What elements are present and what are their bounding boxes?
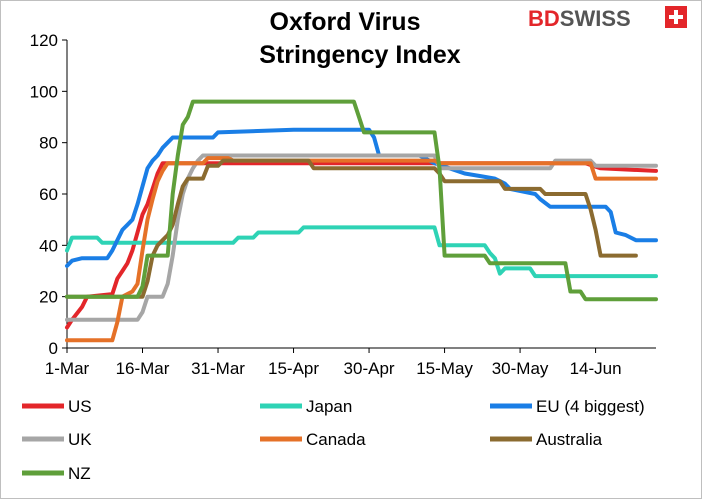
x-tick-label: 15-May [416, 359, 473, 378]
series-line-australia [65, 158, 638, 299]
brand-logo: BDSWISS [528, 6, 687, 31]
series-line-japan [65, 225, 658, 279]
y-tick-label: 120 [30, 31, 58, 50]
axes: 0 20 40 60 80 100 120 1-Mar 16-Mar 31-Mar 15-Apr 30… [30, 31, 656, 378]
series-layer [65, 99, 658, 343]
x-tick-label: 30-May [492, 359, 549, 378]
legend-item-australia: Australia [490, 430, 603, 449]
legend-item-japan: Japan [260, 397, 352, 416]
legend-label: EU (4 biggest) [536, 397, 645, 416]
x-tick-label: 31-Mar [191, 359, 245, 378]
legend-label: NZ [68, 464, 91, 483]
legend-item-nz: NZ [22, 464, 91, 483]
y-tick-label: 80 [39, 134, 58, 153]
x-tick-label: 14-Jun [570, 359, 622, 378]
swiss-cross-icon [665, 6, 687, 28]
y-tick-label: 40 [39, 236, 58, 255]
x-tick-label: 15-Apr [268, 359, 319, 378]
y-tick-label: 100 [30, 82, 58, 101]
legend-item-canada: Canada [260, 430, 366, 449]
legend-label: Japan [306, 397, 352, 416]
legend-item-eu-4-biggest: EU (4 biggest) [490, 397, 645, 416]
svg-text:BDSWISS: BDSWISS [528, 6, 631, 31]
x-tick-label: 1-Mar [45, 359, 90, 378]
y-tick-label: 0 [49, 339, 58, 358]
series-line-nz [65, 99, 658, 302]
logo-text-swiss: SWISS [560, 6, 631, 31]
legend-label: Canada [306, 430, 366, 449]
legend-item-us: US [22, 397, 92, 416]
x-tick-label: 30-Apr [344, 359, 395, 378]
logo-text-bd: BD [528, 6, 560, 31]
legend-label: UK [68, 430, 92, 449]
legend-label: US [68, 397, 92, 416]
legend-item-uk: UK [22, 430, 92, 449]
y-tick-label: 60 [39, 185, 58, 204]
legend: US Japan EU (4 biggest) UK Canada Australia NZ [22, 397, 645, 483]
x-tick-label: 16-Mar [116, 359, 170, 378]
legend-label: Australia [536, 430, 603, 449]
y-tick-label: 20 [39, 288, 58, 307]
chart-title-line-2: Stringency Index [259, 41, 461, 69]
chart-title-line-1: Oxford Virus [270, 8, 421, 36]
